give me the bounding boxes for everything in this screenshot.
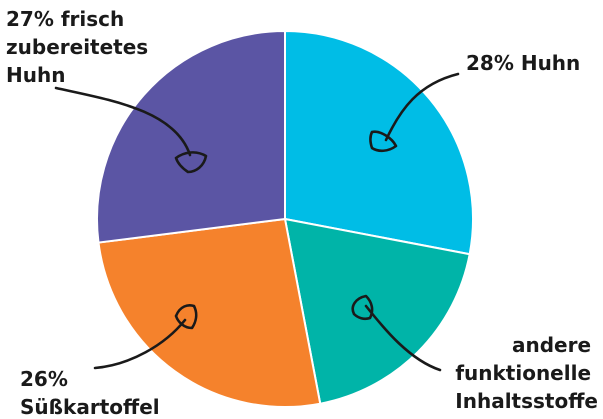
- slice-andere-inhaltsstoffe: [283, 217, 471, 405]
- label-huhn: 28% Huhn: [466, 51, 580, 75]
- callout-arrows: [54, 72, 460, 372]
- slice-frisch-zubereitetes-huhn: [96, 29, 286, 244]
- label-andere-inhaltsstoffe: andere funktionelle Inhaltsstoffe: [455, 333, 598, 413]
- slice-labels: 28% Huhn andere funktionelle Inhaltsstof…: [6, 7, 598, 419]
- label-suesskartoffel: 26% Süßkartoffel: [20, 367, 160, 419]
- slice-huhn: [284, 29, 474, 256]
- arrow-inhaltsstoffe: [351, 294, 442, 372]
- pie-slices: [96, 29, 474, 408]
- arrow-frisch-huhn: [54, 86, 208, 174]
- arrow-huhn: [369, 72, 460, 153]
- label-frisch-zubereitetes-huhn: 27% frisch zubereitetes Huhn: [6, 7, 155, 87]
- arrow-suesskartoffel: [93, 304, 198, 370]
- slice-suesskartoffel: [97, 217, 322, 408]
